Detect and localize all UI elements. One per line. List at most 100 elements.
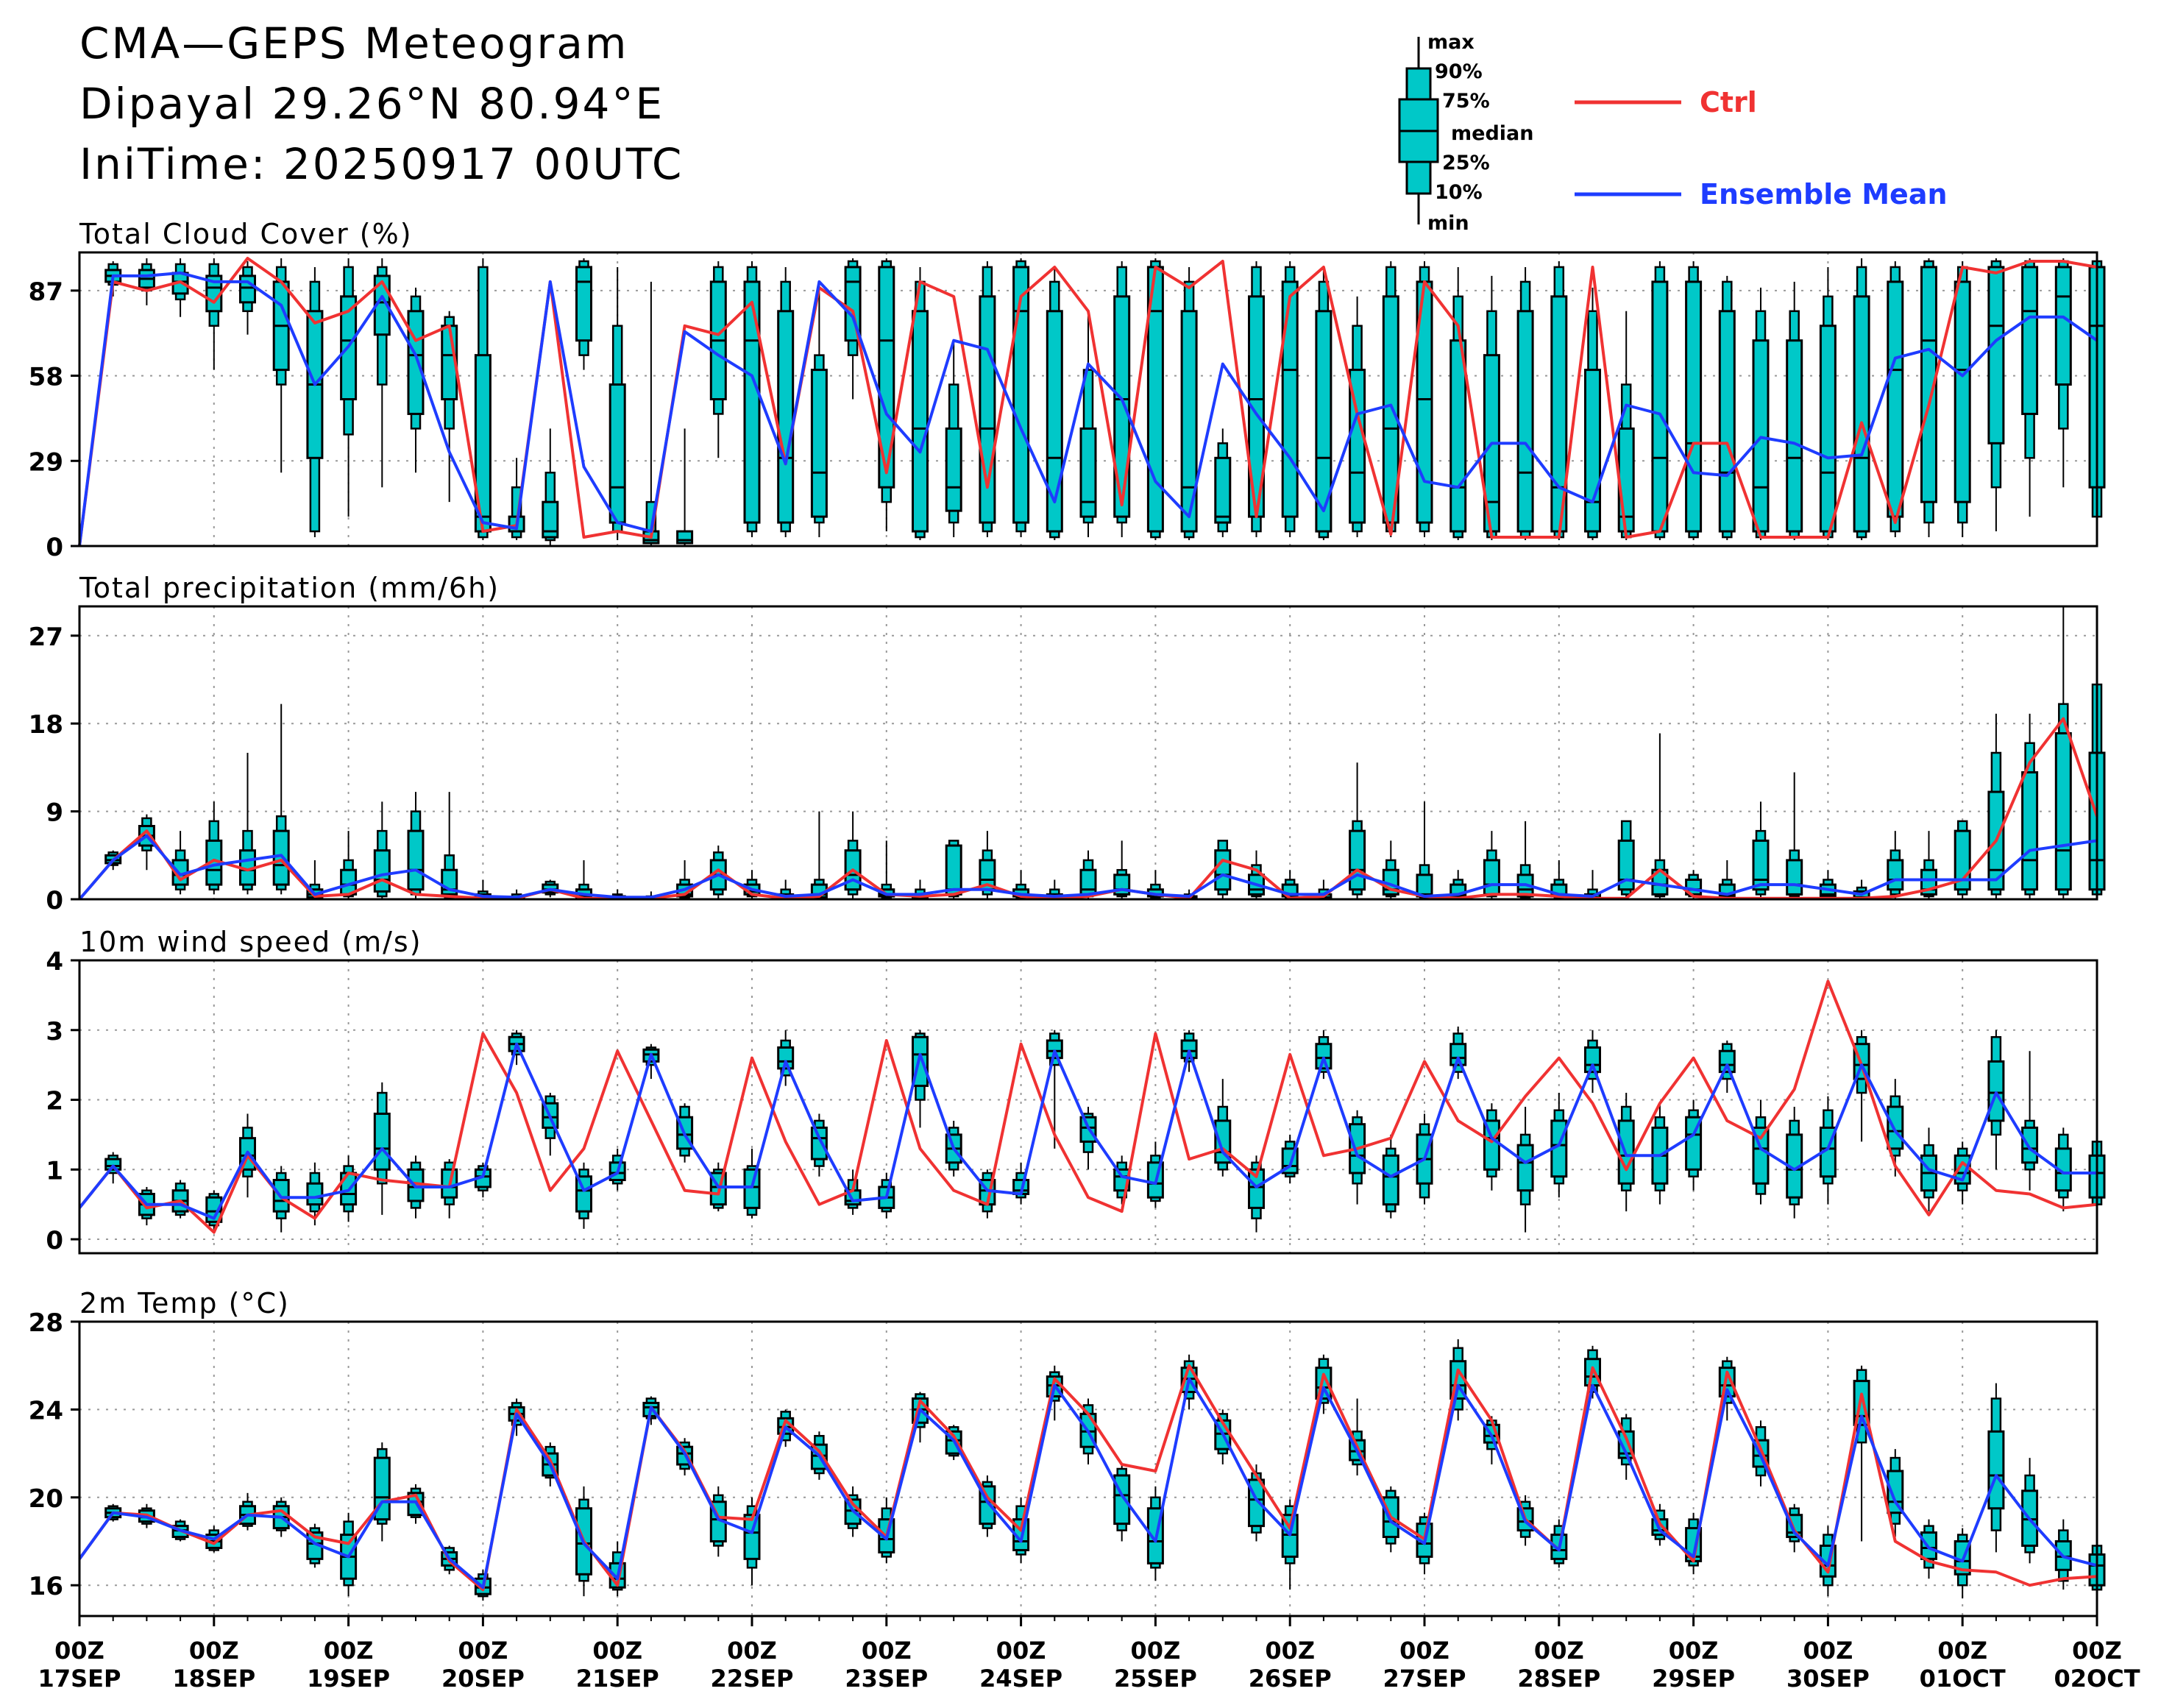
legend-min: min — [1427, 212, 1469, 235]
box-inner — [1349, 829, 1366, 891]
x-tick-hour: 00Z — [1803, 1637, 1853, 1665]
x-tick-date: 20SEP — [441, 1665, 525, 1693]
box-inner — [1214, 456, 1232, 524]
x-tick-hour: 00Z — [2072, 1637, 2122, 1665]
box-inner — [777, 1046, 795, 1070]
box-inner — [810, 1126, 828, 1160]
box-inner — [912, 310, 929, 533]
box-inner — [1887, 1105, 1904, 1150]
box-inner — [2054, 731, 2072, 891]
box-inner — [2021, 771, 2039, 891]
box-inner — [306, 1182, 324, 1206]
x-tick-date: 29SEP — [1652, 1665, 1735, 1693]
ensemble-mean-line — [78, 834, 2098, 901]
box-inner — [878, 266, 895, 489]
y-tick-label: 29 — [29, 447, 63, 477]
box-inner — [1752, 339, 1770, 533]
box-inner — [1786, 339, 1803, 533]
legend-mean-label: Ensemble Mean — [1700, 178, 1948, 210]
box-inner — [2054, 1147, 2072, 1192]
y-tick-label: 1 — [46, 1156, 63, 1186]
box-inner — [1046, 310, 1063, 533]
x-tick-hour: 00Z — [1534, 1637, 1584, 1665]
panel-frame — [78, 959, 2098, 1255]
box-inner — [608, 383, 626, 524]
x-tick-date: 30SEP — [1786, 1665, 1870, 1693]
box-inner — [1987, 266, 2005, 444]
y-tick-label: 18 — [29, 710, 63, 740]
x-tick-hour: 00Z — [592, 1637, 642, 1665]
x-tick-hour: 00Z — [727, 1637, 777, 1665]
box-inner — [1349, 369, 1366, 524]
box-inner — [810, 369, 828, 518]
ensemble-mean-line — [78, 1377, 2098, 1590]
y-tick-label: 4 — [46, 947, 63, 977]
box-inner — [1079, 427, 1097, 518]
x-tick-date: 26SEP — [1249, 1665, 1332, 1693]
box-inner — [1617, 839, 1635, 891]
box-inner — [1315, 310, 1333, 533]
location-label: Dipayal 29.26°N 80.94°E — [79, 79, 665, 129]
x-tick-hour: 00Z — [1669, 1637, 1719, 1665]
y-tick-label: 27 — [29, 623, 63, 652]
panel-title: Total precipitation (mm/6h) — [79, 572, 500, 604]
box-inner — [1752, 839, 1770, 891]
box-inner — [407, 829, 425, 891]
box-inner — [373, 1112, 391, 1171]
y-tick-label: 2 — [46, 1087, 63, 1116]
box-inner — [2021, 1126, 2039, 1164]
box-inner — [1281, 280, 1299, 518]
box-inner — [1651, 280, 1669, 533]
box-inner — [1113, 295, 1131, 518]
box-inner — [945, 844, 962, 896]
panel-title: 2m Temp (°C) — [79, 1287, 290, 1319]
box-inner — [575, 266, 592, 342]
panel-3: 2m Temp (°C) 16 20 24 28 — [29, 1287, 2106, 1617]
x-tick-date: 25SEP — [1114, 1665, 1197, 1693]
panel-frame — [78, 251, 2098, 548]
box-inner — [1987, 1060, 2005, 1122]
box-inner — [945, 427, 962, 512]
panel-title: 10m wind speed (m/s) — [79, 926, 422, 958]
ctrl-line — [78, 1364, 2098, 1592]
x-tick-hour: 00Z — [862, 1637, 912, 1665]
box-inner — [2054, 266, 2072, 386]
ctrl-line — [78, 257, 2098, 547]
y-tick-label: 0 — [46, 1226, 63, 1255]
legend: max 90% 75% median 25% 10% min Ctrl Ense… — [1398, 31, 1948, 235]
box-inner — [1382, 1154, 1399, 1206]
x-tick-hour: 00Z — [189, 1637, 239, 1665]
legend-p10: 10% — [1435, 181, 1483, 204]
x-tick-date: 28SEP — [1517, 1665, 1600, 1693]
box-inner — [1315, 1043, 1333, 1070]
y-tick-label: 16 — [29, 1572, 63, 1601]
ctrl-line — [78, 979, 2098, 1234]
panel-1: Total precipitation (mm/6h) 0 9 18 27 — [29, 572, 2106, 915]
box-inner — [1819, 325, 1837, 533]
box-inner — [373, 1456, 391, 1521]
panel-0: Total Cloud Cover (%) 0 29 58 87 — [29, 218, 2106, 562]
box-inner — [2021, 266, 2039, 415]
y-tick-label: 28 — [29, 1308, 63, 1338]
legend-p25: 25% — [1442, 152, 1490, 174]
x-tick-hour: 00Z — [1937, 1637, 1987, 1665]
x-tick-date: 17SEP — [38, 1665, 121, 1693]
box-inner — [1920, 266, 1937, 503]
box-inner — [1516, 1144, 1534, 1192]
x-tick-hour: 00Z — [324, 1637, 374, 1665]
x-tick-hour: 00Z — [1265, 1637, 1315, 1665]
x-tick-date: 19SEP — [307, 1665, 390, 1693]
box-inner — [743, 280, 761, 524]
legend-max: max — [1427, 31, 1475, 54]
x-tick-date: 18SEP — [172, 1665, 255, 1693]
x-tick-hour: 00Z — [1399, 1637, 1449, 1665]
panel-title: Total Cloud Cover (%) — [79, 218, 413, 250]
x-tick-hour: 00Z — [458, 1637, 508, 1665]
box-inner — [1685, 280, 1703, 533]
box-inner — [407, 310, 425, 415]
box-inner — [1853, 295, 1870, 533]
box-inner — [1180, 1039, 1198, 1060]
box-inner — [1887, 859, 1904, 891]
y-tick-label: 58 — [29, 363, 63, 392]
